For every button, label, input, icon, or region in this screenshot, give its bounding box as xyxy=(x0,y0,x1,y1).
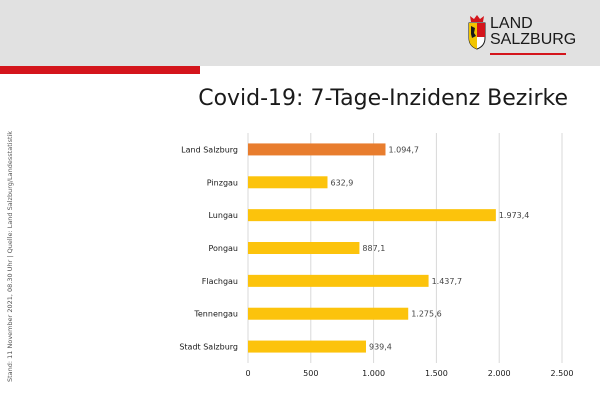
x-tick-label: 500 xyxy=(303,369,318,378)
bar-lungau xyxy=(248,209,496,221)
x-tick-label: 1.000 xyxy=(362,369,385,378)
bar-tennengau xyxy=(248,308,408,320)
category-label: Pongau xyxy=(208,244,238,253)
category-label: Lungau xyxy=(208,211,238,220)
x-tick-label: 1.500 xyxy=(425,369,448,378)
bar-chart: 0 500 1.000 1.500 2.000 2.500 Land Salzburg 1.0… xyxy=(0,0,600,400)
data-label: 939,4 xyxy=(369,343,392,352)
bar-stadt-salzburg xyxy=(248,341,366,353)
bar-pinzgau xyxy=(248,176,327,188)
category-label: Land Salzburg xyxy=(181,145,238,154)
category-label: Stadt Salzburg xyxy=(179,343,238,352)
category-label: Flachgau xyxy=(202,277,238,286)
data-label: 887,1 xyxy=(362,244,385,253)
bar-land-salzburg xyxy=(248,143,385,155)
x-tick-label: 0 xyxy=(245,369,250,378)
data-label: 1.094,7 xyxy=(388,145,419,154)
x-tick-label: 2.000 xyxy=(488,369,511,378)
bar-flachgau xyxy=(248,275,429,287)
data-label: 1.275,6 xyxy=(411,310,442,319)
data-label: 1.437,7 xyxy=(432,277,463,286)
data-label: 632,9 xyxy=(330,178,353,187)
data-label: 1.973,4 xyxy=(499,211,530,220)
category-label: Tennengau xyxy=(193,310,238,319)
bar-pongau xyxy=(248,242,359,254)
x-tick-label: 2.500 xyxy=(551,369,574,378)
category-label: Pinzgau xyxy=(207,178,238,187)
